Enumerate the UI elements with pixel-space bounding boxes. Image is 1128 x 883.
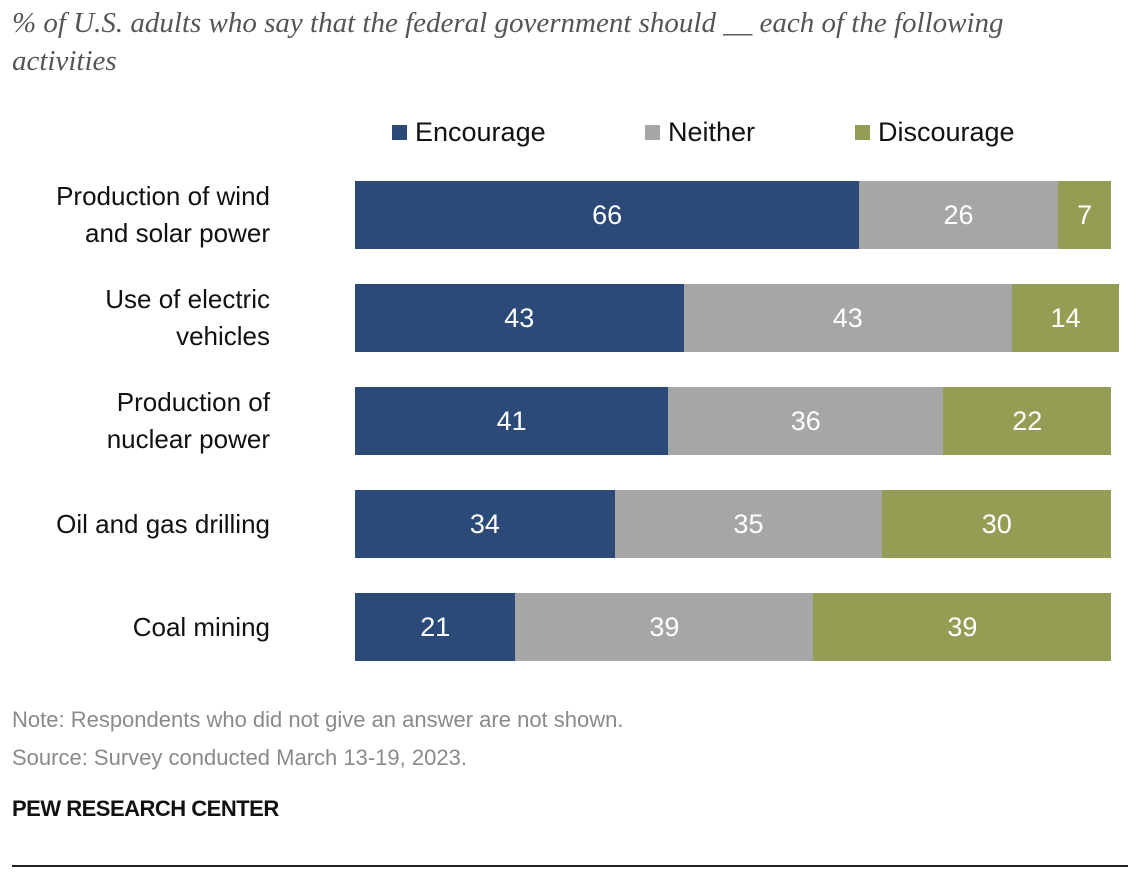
bar-discourage: 14 xyxy=(1012,284,1119,352)
note-text: Note: Respondents who did not give an an… xyxy=(12,707,624,732)
legend-item-discourage: Discourage xyxy=(855,114,1015,150)
bar-discourage: 39 xyxy=(813,593,1112,661)
bar-discourage: 30 xyxy=(882,490,1112,558)
category-label: Coal mining xyxy=(132,611,270,642)
legend-label: Discourage xyxy=(878,116,1015,147)
bar-discourage: 7 xyxy=(1057,181,1112,249)
legend-item-encourage: Encourage xyxy=(392,114,546,150)
data-label: 14 xyxy=(1050,302,1081,333)
data-label: 30 xyxy=(981,508,1012,539)
bar-neither: 36 xyxy=(668,387,944,455)
bar-neither: 43 xyxy=(683,284,1013,352)
data-label: 34 xyxy=(469,508,500,539)
data-label: 22 xyxy=(1012,405,1043,436)
legend-swatch xyxy=(855,124,870,140)
bar-encourage: 66 xyxy=(355,181,860,249)
legend-label: Neither xyxy=(668,116,756,147)
data-label: 39 xyxy=(649,611,680,642)
bar-encourage: 41 xyxy=(355,387,669,455)
legend-swatch xyxy=(392,124,407,140)
bar-discourage: 22 xyxy=(943,387,1112,455)
data-label: 36 xyxy=(790,405,821,436)
data-label: 43 xyxy=(832,302,863,333)
legend-swatch xyxy=(645,124,660,140)
category-label: Production of nuclear power xyxy=(106,387,270,454)
bar-neither: 35 xyxy=(614,490,883,558)
legend-label: Encourage xyxy=(415,116,546,147)
bottom-rule xyxy=(12,865,1128,867)
data-label: 66 xyxy=(592,199,623,230)
data-label: 21 xyxy=(420,611,451,642)
chart-title: % of U.S. adults who say that the federa… xyxy=(12,7,1004,77)
data-label: 7 xyxy=(1077,199,1093,230)
data-label: 35 xyxy=(733,508,764,539)
data-label: 26 xyxy=(943,199,974,230)
bar-encourage: 43 xyxy=(355,284,684,352)
bar-encourage: 21 xyxy=(355,593,516,661)
data-label: 41 xyxy=(496,405,527,436)
bar-encourage: 34 xyxy=(355,490,615,558)
brand-logo-text: PEW RESEARCH CENTER xyxy=(12,796,279,821)
category-label: Use of electric vehicles xyxy=(105,284,270,351)
bar-neither: 39 xyxy=(515,593,814,661)
data-label: 39 xyxy=(947,611,978,642)
legend-item-neither: Neither xyxy=(645,114,755,150)
data-label: 43 xyxy=(504,302,535,333)
source-text: Source: Survey conducted March 13-19, 20… xyxy=(12,745,467,770)
category-label: Production of wind and solar power xyxy=(56,181,270,248)
bar-neither: 26 xyxy=(859,181,1058,249)
category-label: Oil and gas drilling xyxy=(56,508,270,539)
